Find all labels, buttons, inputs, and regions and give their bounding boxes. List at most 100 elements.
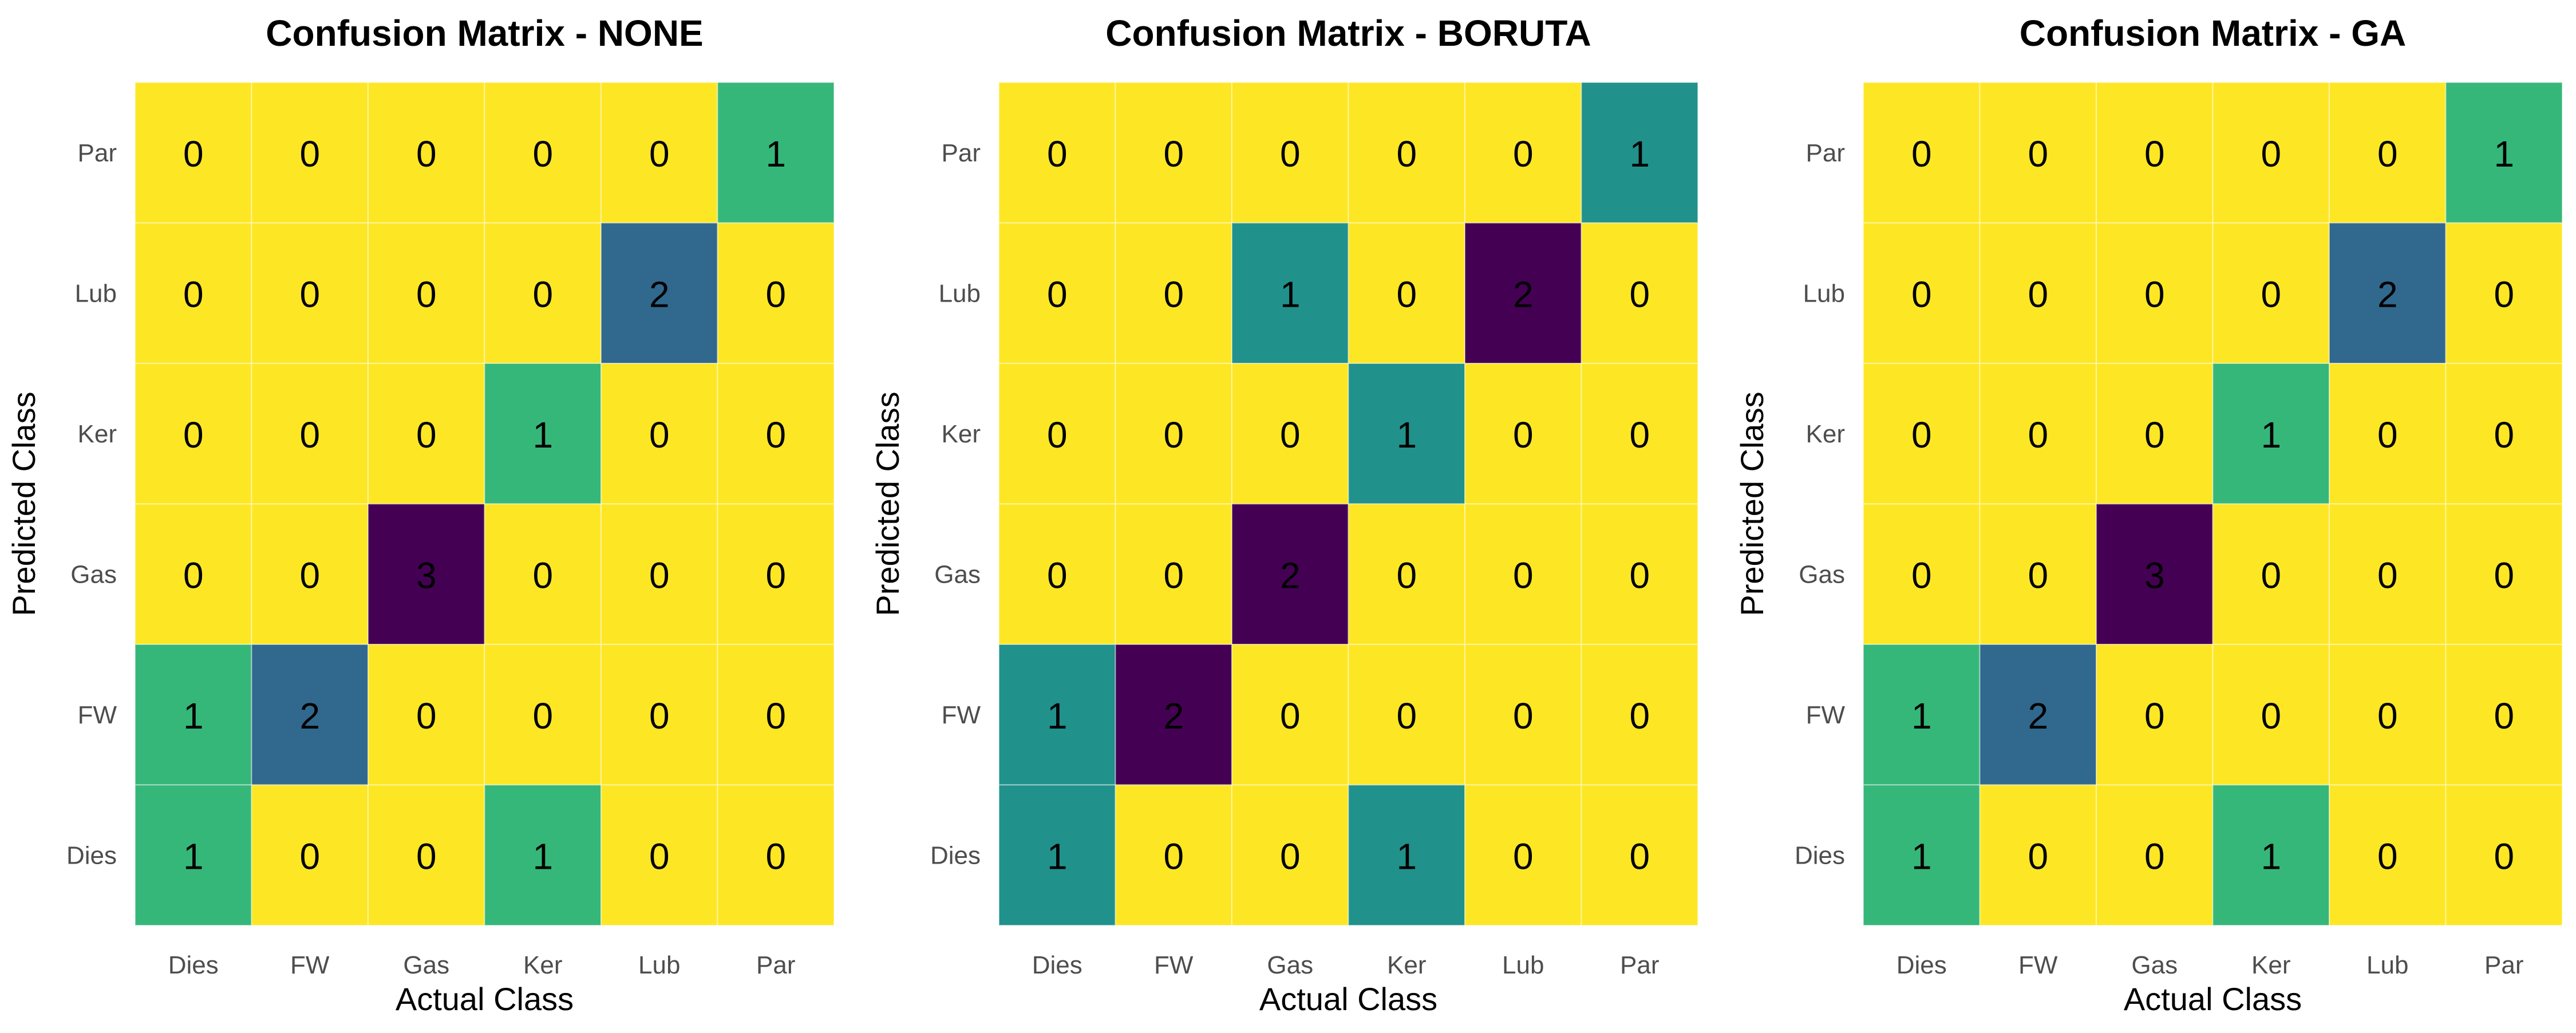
heatmap-cell [717, 222, 835, 364]
heatmap-cell [1581, 363, 1698, 505]
x-tick-label: Gas [2131, 951, 2178, 979]
y-tick-label: Lub [75, 279, 117, 307]
chart-title: Confusion Matrix - NONE [266, 13, 703, 54]
cell-value-label: 0 [1396, 274, 1417, 315]
cell-value-label: 0 [1911, 274, 1932, 315]
cell-value-label: 0 [2028, 133, 2048, 175]
heatmap-cell [998, 222, 1116, 364]
x-tick-label: Par [756, 951, 795, 979]
heatmap-cell [484, 222, 602, 364]
x-tick-label: Ker [523, 951, 562, 979]
heatmap-cell [2096, 82, 2214, 224]
cell-value-label: 0 [2377, 555, 2398, 596]
y-axis-title: Predicted Class [870, 391, 906, 616]
heatmap-cell [600, 784, 718, 926]
cell-value-label: 0 [1163, 555, 1184, 596]
x-tick-label: Lub [1502, 951, 1544, 979]
heatmap-cell [484, 82, 602, 224]
cell-value-label: 0 [532, 695, 553, 737]
cell-value-label: 0 [183, 274, 204, 315]
heatmap-cell [2096, 784, 2214, 926]
heatmap-cell [2096, 644, 2214, 786]
cell-value-label: 1 [1911, 836, 1932, 877]
x-tick-label: Gas [403, 951, 449, 979]
y-axis-title: Predicted Class [6, 391, 42, 616]
x-axis-title: Actual Class [2124, 981, 2302, 1017]
cell-value-label: 0 [1629, 414, 1650, 456]
cell-value-label: 0 [1047, 274, 1068, 315]
heatmap-cell [484, 503, 602, 645]
cell-value-label: 2 [2377, 274, 2398, 315]
x-tick-label: FW [1154, 951, 1194, 979]
cell-value-label: 0 [299, 274, 320, 315]
cell-value-label: 0 [183, 414, 204, 456]
cell-value-label: 0 [1911, 133, 1932, 175]
cell-value-label: 0 [2028, 555, 2048, 596]
cell-value-label: 0 [1629, 836, 1650, 877]
cell-value-label: 1 [2261, 414, 2281, 456]
cell-value-label: 0 [2028, 274, 2048, 315]
cell-value-label: 0 [2144, 274, 2165, 315]
heatmap-cell [1581, 784, 1698, 926]
heatmap-cell [600, 644, 718, 786]
matrix-panel-0: Confusion Matrix - NONE 0 0 0 0 0 1 0 0 0 0 2 0 0 0 0 1 0… [6, 13, 835, 1017]
cell-value-label: 0 [1163, 274, 1184, 315]
x-tick-label: Dies [1897, 951, 1947, 979]
cell-value-label: 0 [299, 836, 320, 877]
heatmap-cell [2212, 644, 2330, 786]
cell-value-label: 0 [1280, 133, 1301, 175]
heatmap-cell [2212, 82, 2330, 224]
heatmap-cell [484, 644, 602, 786]
y-tick-label: Ker [942, 420, 981, 448]
heatmap-cell [998, 363, 1116, 505]
heatmap-cell [2212, 222, 2330, 364]
y-axis-title: Predicted Class [1734, 391, 1770, 616]
heatmap-cell [135, 784, 252, 926]
cell-value-label: 0 [649, 555, 670, 596]
cell-value-label: 0 [1280, 836, 1301, 877]
cell-value-label: 0 [1513, 414, 1534, 456]
cell-value-label: 0 [765, 836, 786, 877]
x-tick-label: Lub [2366, 951, 2408, 979]
heatmap-cell [135, 363, 252, 505]
y-tick-label: Gas [1799, 560, 1845, 588]
cell-value-label: 1 [532, 414, 553, 456]
heatmap-cell [1581, 222, 1698, 364]
cell-value-label: 0 [2144, 695, 2165, 737]
x-tick-label: Gas [1267, 951, 1313, 979]
cell-value-label: 0 [183, 133, 204, 175]
x-tick-label: Dies [1032, 951, 1082, 979]
cell-value-label: 0 [649, 836, 670, 877]
cell-value-label: 2 [2028, 695, 2048, 737]
cell-value-label: 0 [1513, 555, 1534, 596]
cell-value-label: 0 [2261, 274, 2281, 315]
cell-value-label: 0 [416, 695, 437, 737]
cell-value-label: 1 [2261, 836, 2281, 877]
heatmap-cell [135, 644, 252, 786]
heatmap-cell [1863, 363, 1981, 505]
cell-value-label: 0 [2261, 555, 2281, 596]
heatmap-cell [2212, 503, 2330, 645]
chart-title: Confusion Matrix - GA [2020, 13, 2407, 54]
heatmap-cell [2445, 222, 2563, 364]
heatmap-cell [1115, 503, 1232, 645]
y-tick-label: FW [1806, 701, 1846, 729]
cell-value-label: 0 [299, 555, 320, 596]
heatmap-cell [1863, 82, 1981, 224]
heatmap-cell [251, 503, 369, 645]
cell-value-label: 0 [2261, 133, 2281, 175]
heatmap-cell [1231, 784, 1349, 926]
cell-value-label: 0 [765, 695, 786, 737]
heatmap-cell [1979, 82, 2097, 224]
cell-value-label: 0 [1280, 414, 1301, 456]
cell-value-label: 0 [416, 414, 437, 456]
heatmap-cell [717, 784, 835, 926]
y-tick-label: Lub [939, 279, 981, 307]
cell-value-label: 0 [1911, 414, 1932, 456]
y-tick-label: Par [1806, 139, 1845, 167]
cell-value-label: 0 [1513, 836, 1534, 877]
heatmap-cell [1464, 784, 1582, 926]
cell-value-label: 0 [2494, 695, 2514, 737]
heatmap-cell [251, 222, 369, 364]
